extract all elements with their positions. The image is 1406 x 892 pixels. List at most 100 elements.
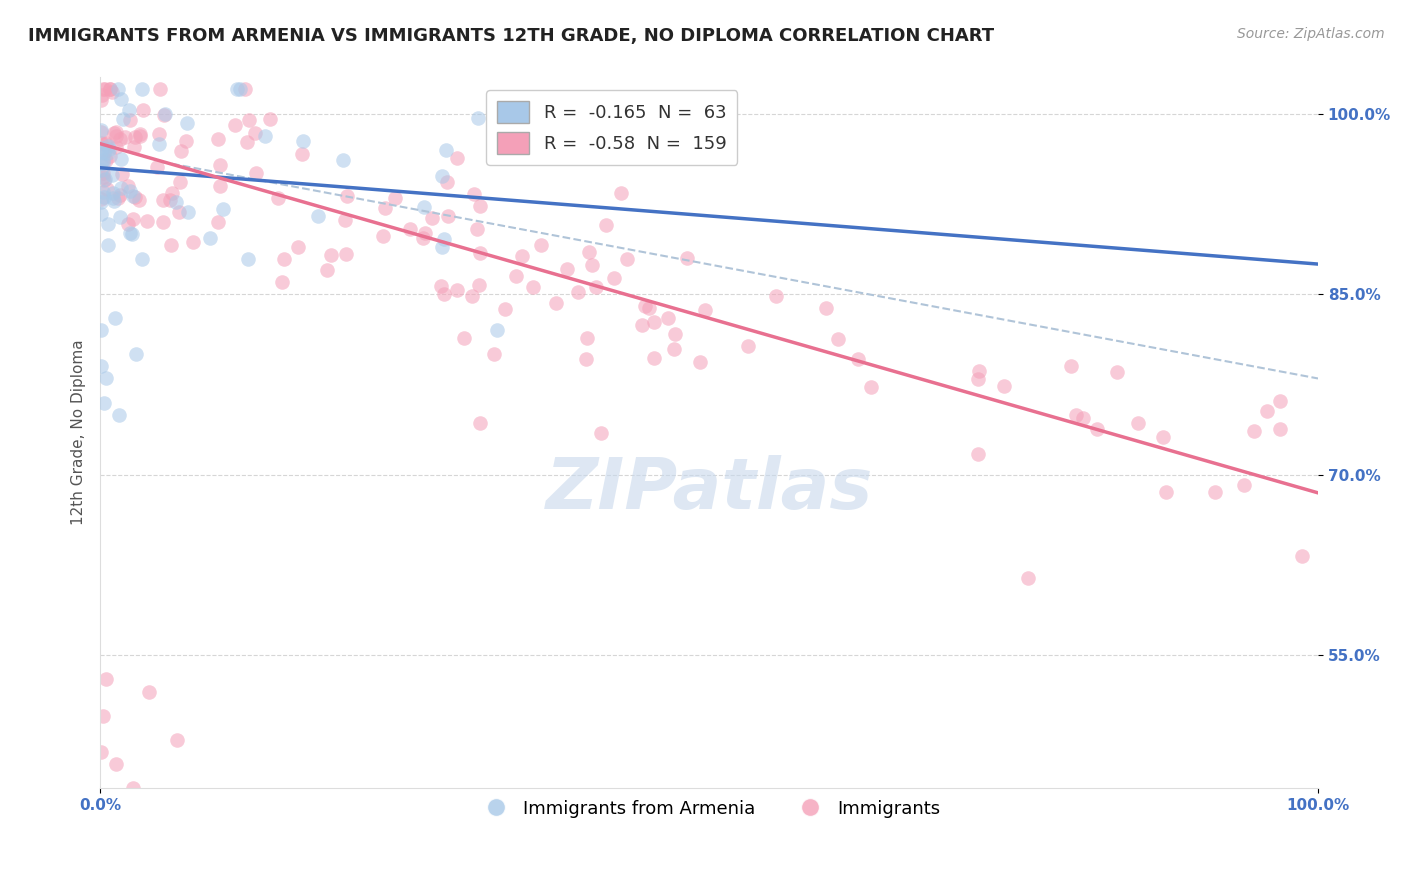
Point bbox=[209, 157, 232, 171]
Point bbox=[104, 756, 127, 771]
Point bbox=[1152, 430, 1174, 444]
Point bbox=[420, 211, 443, 225]
Point bbox=[544, 296, 567, 310]
Point bbox=[270, 275, 292, 289]
Point bbox=[291, 146, 314, 161]
Point bbox=[616, 252, 638, 267]
Point bbox=[287, 240, 309, 254]
Point bbox=[332, 153, 354, 167]
Point bbox=[430, 240, 453, 254]
Point bbox=[413, 226, 436, 240]
Point bbox=[603, 271, 626, 285]
Point bbox=[101, 85, 124, 99]
Point bbox=[609, 186, 631, 200]
Point bbox=[814, 301, 837, 316]
Point bbox=[117, 217, 139, 231]
Point bbox=[693, 302, 716, 317]
Point bbox=[131, 252, 153, 267]
Point bbox=[482, 347, 505, 361]
Point bbox=[273, 252, 295, 266]
Point bbox=[129, 128, 152, 142]
Point bbox=[436, 175, 458, 189]
Point bbox=[98, 82, 121, 96]
Point bbox=[90, 145, 112, 160]
Point bbox=[1233, 477, 1256, 491]
Point bbox=[136, 214, 159, 228]
Point bbox=[90, 123, 112, 137]
Point bbox=[470, 416, 492, 430]
Point bbox=[120, 226, 142, 240]
Point bbox=[160, 238, 183, 252]
Point bbox=[486, 323, 509, 337]
Point bbox=[90, 136, 112, 150]
Point bbox=[121, 227, 143, 241]
Point bbox=[110, 152, 132, 166]
Point bbox=[643, 316, 665, 330]
Point bbox=[259, 112, 281, 127]
Point bbox=[96, 153, 118, 168]
Point bbox=[229, 82, 252, 96]
Point bbox=[634, 299, 657, 313]
Point bbox=[108, 187, 131, 202]
Point bbox=[467, 111, 489, 125]
Point bbox=[105, 129, 128, 144]
Point bbox=[90, 93, 112, 107]
Point bbox=[243, 127, 266, 141]
Text: Source: ZipAtlas.com: Source: ZipAtlas.com bbox=[1237, 27, 1385, 41]
Point bbox=[121, 188, 143, 202]
Point bbox=[90, 359, 112, 374]
Point bbox=[581, 258, 603, 272]
Point bbox=[463, 187, 485, 202]
Point bbox=[412, 231, 434, 245]
Point bbox=[94, 136, 117, 151]
Point bbox=[96, 371, 118, 385]
Point bbox=[117, 178, 139, 193]
Point bbox=[664, 326, 686, 341]
Point bbox=[96, 673, 118, 687]
Point bbox=[132, 103, 155, 117]
Point bbox=[1085, 422, 1108, 436]
Point bbox=[1204, 484, 1226, 499]
Point bbox=[437, 209, 460, 223]
Point bbox=[97, 217, 120, 231]
Point bbox=[236, 252, 259, 266]
Point bbox=[575, 331, 598, 345]
Point bbox=[124, 130, 146, 145]
Point bbox=[510, 249, 533, 263]
Point bbox=[90, 323, 112, 337]
Point bbox=[166, 732, 188, 747]
Point bbox=[412, 200, 434, 214]
Point bbox=[108, 210, 131, 224]
Point bbox=[103, 126, 125, 140]
Point bbox=[93, 172, 115, 186]
Point bbox=[90, 207, 112, 221]
Point bbox=[128, 128, 150, 143]
Point bbox=[1017, 570, 1039, 584]
Point bbox=[159, 193, 181, 207]
Point bbox=[555, 262, 578, 277]
Point bbox=[90, 125, 112, 139]
Point bbox=[90, 141, 112, 155]
Point bbox=[91, 708, 114, 723]
Point bbox=[97, 142, 120, 156]
Point bbox=[97, 146, 120, 161]
Point bbox=[118, 184, 141, 198]
Point bbox=[91, 156, 114, 170]
Point bbox=[434, 143, 457, 157]
Point bbox=[993, 378, 1015, 392]
Point bbox=[638, 301, 661, 315]
Point bbox=[155, 107, 177, 121]
Point bbox=[125, 347, 148, 361]
Point bbox=[121, 780, 143, 795]
Point bbox=[93, 189, 115, 203]
Point bbox=[146, 160, 169, 174]
Point bbox=[177, 205, 200, 219]
Point bbox=[207, 215, 229, 229]
Point bbox=[108, 408, 131, 422]
Point bbox=[432, 169, 454, 183]
Point bbox=[468, 246, 491, 260]
Point bbox=[1126, 416, 1149, 430]
Point bbox=[335, 247, 357, 261]
Point bbox=[104, 311, 127, 326]
Point bbox=[966, 372, 988, 386]
